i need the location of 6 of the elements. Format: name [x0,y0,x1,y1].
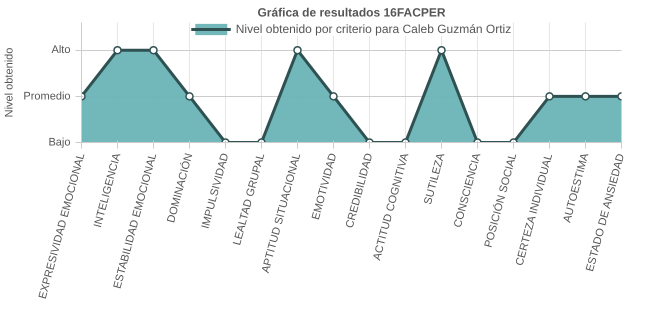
text: Bajo [48,136,71,148]
legend-label: Nivel obtenido por criterio para Caleb Guzmán Ortiz [236,22,512,36]
chart-title: Gráfica de resultados 16FACPER [257,6,446,20]
text: Alto [52,44,71,56]
y-axis-title: Nivel obtenido [3,48,16,118]
text: Promedio [23,90,70,102]
